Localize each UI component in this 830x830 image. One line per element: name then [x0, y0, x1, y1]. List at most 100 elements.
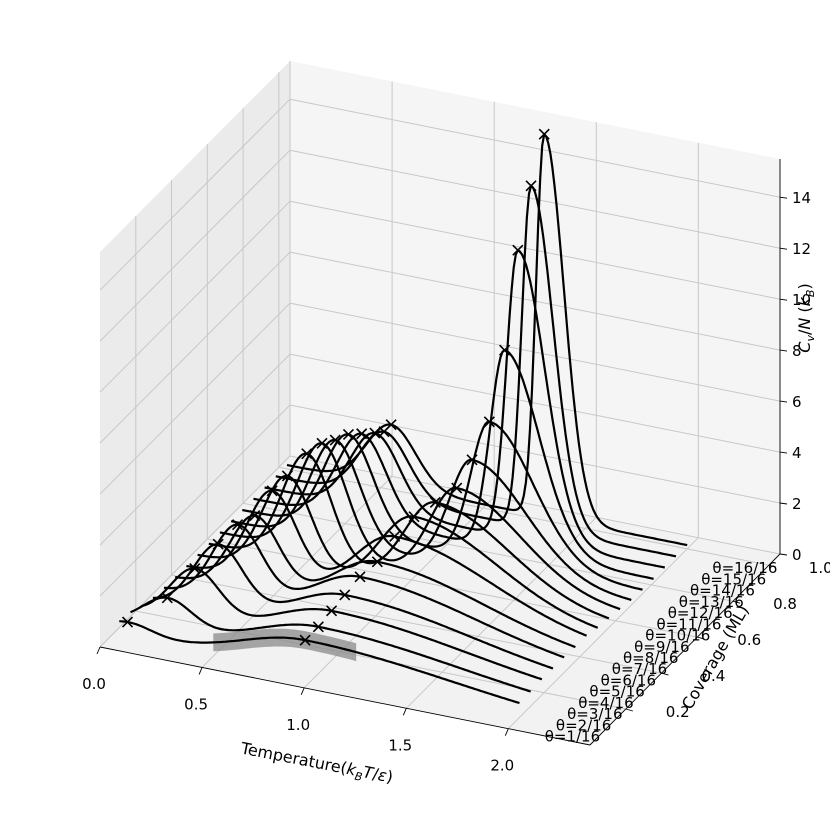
tick-labels: 0.0 0.5 1.0 1.5 2.0 0.2 0.4 0.6 0.8 1.0 0 2 4 6 8 10 12 1… [82, 189, 830, 775]
series-label: θ=12/16 [668, 604, 733, 622]
peak-marker [356, 428, 368, 440]
series-label: θ=2/16 [556, 716, 611, 734]
x-tick-mark [96, 646, 101, 655]
x-tick-label: 2.0 [490, 757, 514, 775]
x-tick-mark [300, 687, 305, 695]
grid-line-y-floor [278, 466, 769, 566]
grid-line-z-wall [99, 149, 291, 342]
grid-line-z-back [289, 302, 781, 402]
grid-line-z-back [289, 200, 781, 300]
peak-marker [281, 470, 293, 482]
series-label: θ=13/16 [679, 593, 744, 611]
series-line [141, 567, 543, 681]
peak-marker [299, 634, 311, 646]
peak-marker [512, 244, 524, 256]
peak-marker [389, 530, 401, 543]
x-tick-label: 1.0 [286, 716, 310, 734]
grid-line-z-wall [99, 302, 291, 495]
grid-line-z-wall [99, 455, 291, 648]
peak-marker [316, 437, 328, 449]
peak-marker [429, 496, 441, 508]
series-label: θ=1/16 [545, 728, 600, 746]
grid-line-z-wall [99, 200, 291, 393]
z-tick-mark [779, 400, 788, 403]
peak-marker [369, 427, 381, 439]
series-label: θ=5/16 [589, 683, 644, 701]
x-axis-line [99, 646, 591, 746]
grid-line-z-back [289, 404, 781, 504]
series-line [197, 474, 599, 629]
grid-line-z-back [289, 98, 781, 198]
series-uncertainty-band [213, 628, 357, 662]
z-tick-label: 4 [792, 444, 802, 462]
z-tick-mark [779, 298, 788, 301]
peak-marker [466, 454, 478, 466]
z-tick-mark [779, 349, 788, 352]
series-label: θ=3/16 [567, 705, 622, 723]
series-line [130, 596, 532, 693]
y-tick-label: 1.0 [809, 559, 830, 577]
peak-marker [354, 571, 366, 583]
grid-line-z-wall [99, 251, 291, 444]
peak-marker [326, 605, 338, 617]
series-line [208, 452, 610, 620]
z-tick-mark [779, 247, 788, 250]
peak-marker [342, 428, 355, 440]
z-tick-mark [779, 502, 788, 505]
x-tick-mark [198, 667, 203, 675]
series-label: θ=14/16 [690, 582, 755, 600]
peak-marker [525, 180, 537, 192]
y-tick-label: 0.8 [773, 595, 797, 613]
peak-marker [339, 589, 351, 601]
series-label: θ=6/16 [601, 672, 656, 690]
x-tick-mark [504, 728, 509, 736]
y-tick-label: 0.6 [737, 631, 761, 649]
peak-marker [451, 482, 463, 494]
z-tick-mark [779, 196, 788, 199]
series-line [264, 249, 666, 569]
y-tick-mark [732, 600, 741, 604]
series-label: θ=8/16 [623, 649, 678, 667]
x-tick-label: 1.5 [388, 736, 412, 754]
z-tick-mark [779, 451, 788, 454]
peak-marker [371, 556, 383, 568]
series-line [230, 439, 632, 601]
y-axis-line [589, 553, 781, 746]
series-group: θ=16/16θ=15/16θ=14/16θ=13/16θ=12/16θ=11/… [119, 128, 777, 746]
series-label: θ=4/16 [578, 694, 633, 712]
peak-marker [538, 128, 550, 140]
grid-line-y-floor [243, 502, 734, 602]
series-label: θ=7/16 [612, 660, 667, 678]
y-tick-mark [697, 636, 705, 640]
z-tick-label: 8 [792, 342, 802, 360]
series-label: θ=15/16 [701, 570, 766, 588]
peak-marker [499, 344, 511, 356]
y-tick-label: 0.4 [702, 667, 726, 685]
series-label: θ=16/16 [712, 559, 777, 577]
peak-marker [408, 511, 420, 523]
peak-marker [231, 519, 244, 531]
series-label: θ=9/16 [634, 638, 689, 656]
grid-line-z-wall [99, 98, 291, 291]
left-wall-pane [100, 61, 290, 647]
y-tick-mark [768, 564, 776, 568]
z-tick-label: 2 [792, 495, 802, 513]
z-tick-label: 12 [792, 240, 811, 258]
axes-edges [96, 159, 788, 746]
x-tick-label: 0.5 [184, 695, 208, 713]
z-axis-title: Cv/N (kB) [795, 283, 817, 352]
grid-line-x-floor [303, 496, 495, 689]
peak-marker [483, 416, 495, 428]
grid-line-y-floor [171, 574, 662, 674]
grid-line-z-wall [99, 404, 291, 597]
grid-line-z-wall [99, 353, 291, 546]
series-line [175, 514, 576, 649]
y-tick-label: 0.2 [666, 703, 690, 721]
peak-marker [329, 434, 341, 446]
x-axis-title: Temperature(kBT/ε) [238, 738, 395, 789]
series-label: θ=11/16 [657, 615, 722, 633]
peak-marker [161, 592, 173, 604]
y-tick-mark [625, 708, 633, 712]
peak-marker [121, 616, 134, 628]
